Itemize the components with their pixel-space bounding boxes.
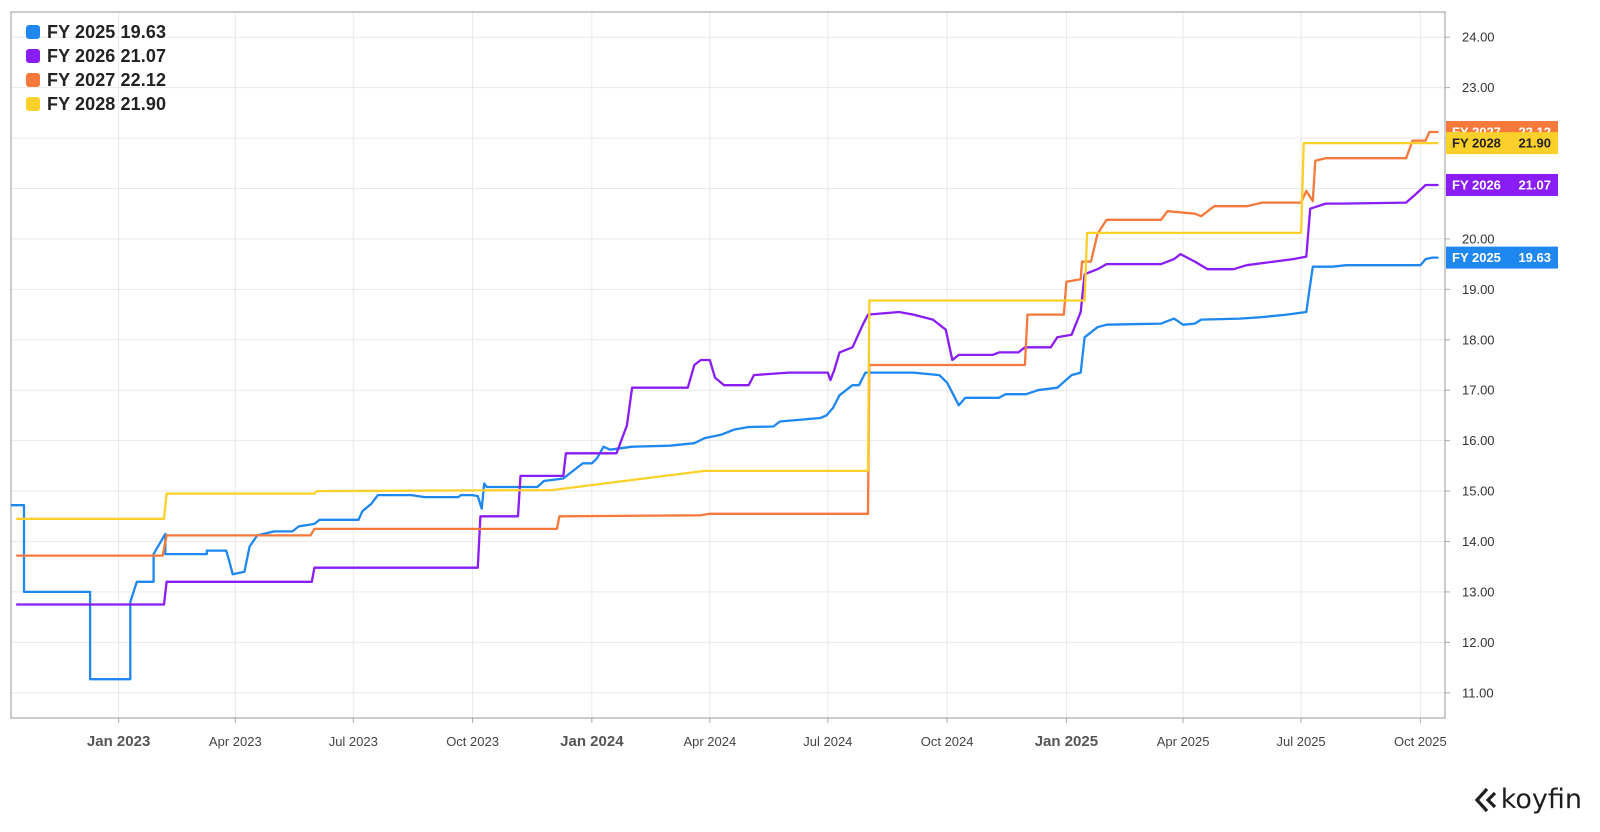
koyfin-logo-text: koyfin (1500, 784, 1582, 815)
badge-series-name: FY 2028 (1452, 136, 1501, 151)
legend-label-fy2026: FY 2026 21.07 (47, 45, 167, 66)
y-tick-label: 19.00 (1462, 282, 1495, 297)
y-tick-label: 14.00 (1462, 534, 1495, 549)
y-tick-label: 11.00 (1462, 685, 1494, 700)
series-line-fy2027 (16, 130, 1439, 557)
last-value-badge-fy2026: FY 2026 21.07 (1446, 173, 1558, 196)
koyfin-logo-icon (1474, 787, 1496, 812)
x-tick-label: Apr 2023 (209, 734, 262, 749)
legend-label-fy2027: FY 2027 22.12 (47, 69, 167, 90)
legend-item-fy2027[interactable]: FY 2027 22.12 (26, 68, 166, 92)
badge-background (1446, 173, 1558, 196)
y-tick-label: 12.00 (1462, 635, 1495, 650)
badge-background (1446, 132, 1558, 155)
x-tick-label: Jul 2024 (803, 734, 852, 749)
last-value-badge-fy2025: FY 2025 19.63 (1446, 246, 1558, 269)
legend-swatch-fy2026 (26, 49, 40, 63)
legend: FY 2025 19.63 FY 2026 21.07 FY 2027 22.1… (26, 20, 166, 116)
x-tick-label: Jul 2023 (329, 734, 378, 749)
y-tick-label: 24.00 (1462, 30, 1495, 45)
x-tick-label: Jan 2024 (560, 733, 624, 750)
legend-label-fy2028: FY 2028 21.90 (47, 93, 167, 114)
badge-value: 19.63 (1518, 250, 1551, 265)
x-tick-label: Oct 2025 (1394, 734, 1447, 749)
series-line-fy2026 (16, 183, 1439, 606)
plot-frame (10, 11, 1446, 719)
legend-swatch-fy2027 (26, 73, 40, 87)
y-tick-label: 23.00 (1462, 80, 1495, 95)
x-tick-label: Jan 2025 (1035, 733, 1098, 750)
y-tick-label: 20.00 (1462, 231, 1495, 246)
badge-value: 21.90 (1518, 136, 1551, 151)
badge-series-name: FY 2026 (1452, 177, 1501, 192)
last-value-badge-fy2028: FY 2028 21.90 (1446, 132, 1558, 155)
x-tick-label: Jan 2023 (87, 733, 150, 750)
y-tick-label: 16.00 (1462, 433, 1495, 448)
koyfin-logo: koyfin (1474, 784, 1582, 815)
y-tick-label: 18.00 (1462, 332, 1495, 347)
legend-swatch-fy2025 (26, 25, 40, 39)
badge-background (1446, 246, 1558, 269)
y-tick-label: 13.00 (1462, 584, 1495, 599)
badge-series-name: FY 2025 (1452, 250, 1501, 265)
x-tick-label: Oct 2024 (921, 734, 974, 749)
legend-item-fy2025[interactable]: FY 2025 19.63 (26, 20, 166, 44)
series-line-fy2028 (16, 141, 1439, 520)
x-tick-label: Apr 2025 (1157, 734, 1210, 749)
badge-value: 21.07 (1518, 177, 1551, 192)
y-tick-label: 17.00 (1462, 383, 1495, 398)
x-tick-label: Oct 2023 (446, 734, 499, 749)
x-tick-label: Apr 2024 (683, 734, 736, 749)
legend-label-fy2025: FY 2025 19.63 (47, 21, 167, 42)
legend-item-fy2028[interactable]: FY 2028 21.90 (26, 92, 166, 116)
y-tick-label: 15.00 (1462, 484, 1495, 499)
x-tick-label: Jul 2025 (1277, 734, 1326, 749)
legend-swatch-fy2028 (26, 97, 40, 111)
series-line-fy2025 (11, 256, 1439, 681)
legend-item-fy2026[interactable]: FY 2026 21.07 (26, 44, 166, 68)
